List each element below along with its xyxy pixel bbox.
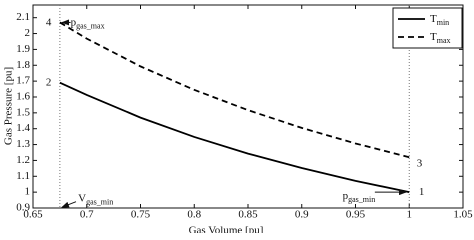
- legend-label: Tmin: [430, 13, 449, 27]
- annotation: 2: [46, 76, 52, 88]
- y-tick-label: 2.1: [16, 11, 30, 23]
- annotation-arrow: [61, 201, 77, 208]
- y-tick-label: 2: [25, 27, 31, 39]
- y-axis-label: Gas Pressure [pu]: [3, 67, 15, 145]
- y-tick-label: 1.6: [16, 91, 30, 103]
- y-tick-label: 1.1: [16, 170, 30, 182]
- annotation-subscript: gas_min: [348, 195, 375, 204]
- legend-name: T: [430, 13, 437, 25]
- annotation-subscript: gas_min: [86, 197, 113, 206]
- annotation-text: p: [71, 16, 77, 28]
- legend-label: Tmax: [430, 31, 451, 45]
- y-tick-label: 1: [25, 186, 31, 198]
- legend-name: T: [430, 31, 437, 43]
- legend-subscript: min: [437, 18, 449, 27]
- x-tick-label: 0.7: [80, 209, 94, 221]
- y-tick-label: 1.7: [16, 75, 30, 87]
- x-tick-label: 1.05: [453, 209, 473, 221]
- annotation: Vgas_min: [78, 192, 113, 206]
- y-tick-label: 1.9: [16, 43, 30, 55]
- annotation-text: V: [78, 192, 86, 204]
- x-tick-label: 0.85: [238, 209, 258, 221]
- annotation: 1: [419, 186, 425, 198]
- y-tick-label: 1.3: [16, 138, 30, 150]
- annotation: 3: [417, 157, 423, 169]
- x-tick-label: 0.75: [131, 209, 151, 221]
- legend-subscript: max: [437, 36, 451, 45]
- annotation: 4: [46, 16, 52, 28]
- x-tick-label: 0.9: [295, 209, 309, 221]
- x-tick-label: 0.65: [23, 209, 43, 221]
- x-tick-label: 1: [407, 209, 413, 221]
- x-tick-label: 0.95: [346, 209, 366, 221]
- annotation-subscript: gas_max: [76, 21, 104, 30]
- annotation: pgas_min: [343, 190, 376, 204]
- chart: Gas Volume [pu] Gas Pressure [pu] 0.65 0.…: [3, 4, 473, 233]
- y-tick-label: 1.4: [16, 122, 30, 134]
- y-tick-label: 1.5: [16, 106, 30, 118]
- y-tick-label: 0.9: [16, 202, 30, 214]
- series-line: [59, 21, 410, 159]
- x-axis-label: Gas Volume [pu]: [189, 225, 264, 233]
- annotation-text: 3: [417, 157, 423, 169]
- series-line: [59, 81, 410, 194]
- annotation-text: 4: [46, 16, 52, 28]
- y-tick-label: 1.2: [16, 154, 30, 166]
- annotation-text: 2: [46, 76, 52, 88]
- annotation-text: 1: [419, 186, 425, 198]
- y-tick-label: 1.8: [16, 59, 30, 71]
- x-tick-label: 0.8: [187, 209, 201, 221]
- annotation-text: p: [343, 190, 349, 202]
- legend-box: [392, 7, 463, 49]
- annotation: pgas_max: [71, 16, 105, 30]
